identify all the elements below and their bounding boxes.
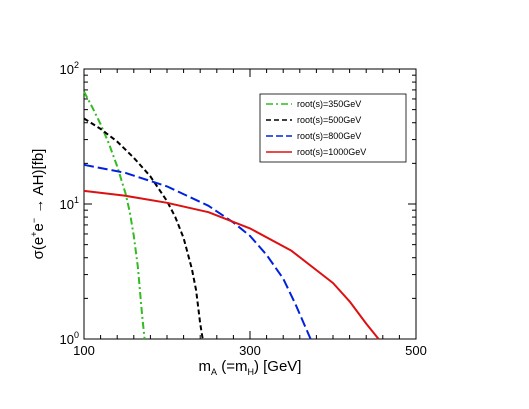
legend: root(s)=350GeV root(s)=500GeV root(s)=800G…	[259, 93, 407, 163]
x-tick-label: 500	[405, 343, 427, 358]
axis-ticks	[83, 69, 417, 340]
legend-label: root(s)=1000GeV	[297, 147, 366, 157]
legend-box	[259, 93, 407, 163]
series-line-root-s-350gev	[83, 91, 146, 340]
x-tick-label: 100	[73, 343, 95, 358]
series-line-root-s-1000gev	[83, 189, 380, 340]
legend-label: root(s)=800GeV	[297, 131, 361, 141]
y-tick-label: 102	[60, 60, 79, 77]
y-tick-label: 100	[60, 330, 79, 347]
series-line-root-s-500gev	[83, 117, 204, 340]
tick-labels: 100 300 500 100 101 102	[60, 60, 427, 358]
legend-label: root(s)=500GeV	[297, 115, 361, 125]
series-layer	[83, 91, 380, 340]
x-tick-label: 300	[239, 343, 261, 358]
y-axis-label: σ(e+e− → AH)[fb]	[29, 149, 47, 260]
y-tick-label: 101	[60, 195, 79, 212]
x-axis-label: mA (=mH) [GeV]	[199, 358, 302, 377]
legend-label: root(s)=350GeV	[297, 99, 361, 109]
series-line-root-s-800gev	[83, 163, 312, 340]
